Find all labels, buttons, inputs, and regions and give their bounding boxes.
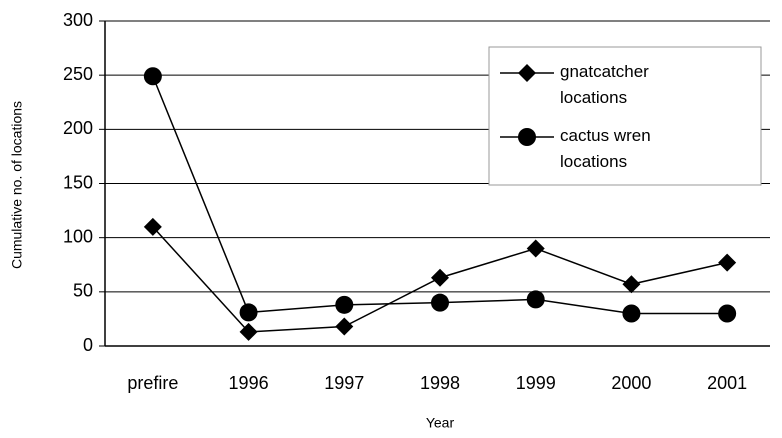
circle-marker xyxy=(431,293,449,312)
x-tick-label: 2001 xyxy=(707,373,747,393)
x-tick-label: 1998 xyxy=(420,373,460,393)
x-tick-label: prefire xyxy=(127,373,178,393)
x-tick-label: 1996 xyxy=(229,373,269,393)
y-tick-label: 100 xyxy=(63,226,93,246)
diamond-marker xyxy=(431,268,449,287)
y-tick-label: 300 xyxy=(63,10,93,30)
legend-label: gnatcatcher locations xyxy=(560,62,649,107)
diamond-marker xyxy=(622,275,641,294)
circle-marker xyxy=(143,67,162,86)
circle-marker xyxy=(526,290,545,309)
circle-marker xyxy=(622,304,641,323)
y-tick-label: 150 xyxy=(63,172,93,192)
diamond-marker xyxy=(239,322,258,341)
y-tick-label: 0 xyxy=(83,335,93,355)
diamond-marker xyxy=(526,239,545,258)
x-axis-title: Year xyxy=(426,415,455,431)
x-tick-label: 1999 xyxy=(516,373,556,393)
y-tick-label: 250 xyxy=(63,64,93,84)
x-tick-label: 2000 xyxy=(611,373,651,393)
circle-marker xyxy=(718,304,737,323)
diamond-marker xyxy=(335,317,354,336)
legend-box xyxy=(488,46,762,186)
diamond-marker xyxy=(143,217,162,236)
y-tick-label: 50 xyxy=(73,281,93,301)
legend-label: cactus wren locations xyxy=(560,126,651,171)
y-tick-label: 200 xyxy=(63,118,93,138)
y-axis-title: Cumulative no. of locations xyxy=(9,101,25,269)
circle-marker xyxy=(239,303,258,322)
legend: gnatcatcher locations cactus wren locations xyxy=(488,46,762,186)
x-tick-label: 1997 xyxy=(324,373,364,393)
circle-marker xyxy=(335,295,354,314)
diamond-marker xyxy=(718,253,737,272)
circle-marker xyxy=(518,128,536,146)
diamond-marker xyxy=(518,64,536,82)
